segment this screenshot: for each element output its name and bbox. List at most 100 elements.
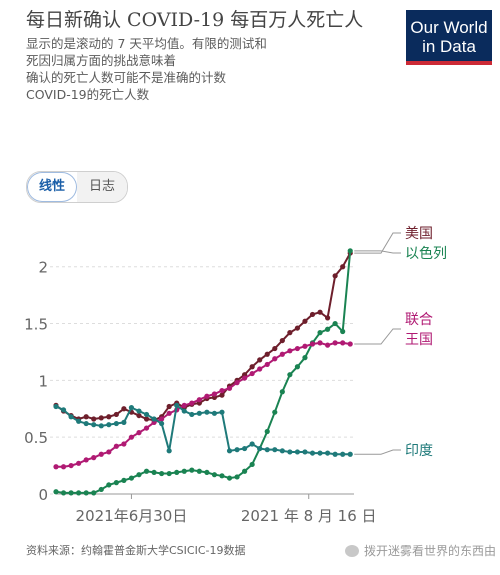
data-point (68, 462, 74, 469)
data-point (219, 473, 225, 479)
tab-log[interactable]: 日志 (77, 172, 128, 202)
data-point (136, 408, 142, 414)
data-point (181, 408, 187, 414)
data-point (68, 414, 74, 420)
data-point (302, 355, 308, 361)
data-point (60, 407, 67, 413)
data-point (174, 469, 180, 476)
data-point (309, 341, 316, 347)
data-point (340, 328, 346, 335)
data-point (332, 451, 338, 457)
data-point (91, 416, 97, 422)
data-point (302, 449, 308, 455)
data-point (143, 416, 150, 422)
data-point (287, 330, 293, 336)
label-connector (354, 328, 401, 345)
data-point (242, 375, 248, 381)
data-point (76, 490, 82, 496)
data-point (204, 469, 210, 476)
data-point (242, 445, 248, 452)
data-point (324, 450, 331, 456)
data-point (189, 467, 195, 473)
data-point (159, 420, 165, 427)
chart-subtitle: 显示的是滚动的 7 天平均值。有限的测试和 死因归属方面的挑战意味着 确认的死亡… (26, 35, 366, 103)
data-point (257, 357, 263, 363)
data-point (324, 326, 331, 332)
data-point (324, 315, 331, 321)
watermark: 拨开迷雾看世界的东西由 (344, 542, 496, 559)
data-point (143, 425, 150, 431)
chart-title: 每日新确认 COVID-19 每百万人死亡人 (26, 9, 364, 31)
data-point (317, 330, 323, 336)
data-point (272, 409, 278, 415)
series-label: 联合王国 (405, 312, 433, 348)
subtitle-line-1: 显示的是滚动的 7 天平均值。有限的测试和 (26, 36, 267, 51)
data-point (287, 348, 293, 354)
data-point (272, 345, 278, 352)
data-point (68, 490, 74, 496)
y-tick-label: 2 (38, 259, 48, 277)
data-point (196, 410, 202, 416)
data-point (60, 464, 67, 470)
data-point (181, 402, 187, 408)
data-point (226, 475, 233, 481)
data-point (151, 469, 157, 476)
data-point (196, 397, 202, 403)
data-point (98, 423, 104, 429)
series-label: 美国 (405, 226, 433, 242)
logo-line-1: Our World (410, 18, 488, 37)
data-point (83, 457, 89, 463)
data-point (347, 341, 353, 347)
data-point (279, 351, 285, 357)
data-point (332, 320, 338, 327)
data-point (60, 490, 67, 496)
data-point (121, 419, 127, 426)
data-point (317, 309, 323, 315)
x-tick-label: 2021年6月30日 (76, 507, 188, 525)
data-point (249, 461, 255, 468)
data-point (128, 434, 135, 440)
data-point (76, 460, 82, 466)
data-point (317, 450, 323, 456)
data-point (151, 416, 157, 422)
data-point (309, 311, 316, 318)
data-point (234, 447, 240, 453)
data-point (317, 340, 323, 346)
y-tick-label: 1 (38, 372, 48, 390)
data-point (136, 430, 142, 436)
data-point (211, 472, 218, 478)
y-tick-label: 1.5 (24, 316, 48, 334)
data-point (53, 489, 59, 495)
data-point (128, 405, 135, 411)
data-point (264, 447, 270, 453)
data-point (294, 325, 301, 331)
data-point (106, 422, 112, 428)
data-point (143, 411, 150, 418)
data-point (302, 318, 308, 324)
tab-linear[interactable]: 线性 (27, 172, 78, 202)
data-point (257, 445, 263, 452)
data-point (287, 372, 293, 378)
data-point (121, 406, 127, 412)
data-point (83, 414, 89, 420)
data-point (226, 448, 233, 454)
data-point (83, 420, 89, 427)
data-point (226, 385, 233, 391)
data-point (340, 340, 346, 346)
data-point (128, 475, 135, 481)
data-point (189, 400, 195, 406)
subtitle-line-4: COVID-19的死亡人数 (26, 87, 150, 102)
data-point (264, 428, 270, 435)
data-point (219, 409, 225, 415)
subtitle-line-2: 死因归属方面的挑战意味着 (26, 53, 177, 68)
data-point (234, 380, 240, 386)
data-point (340, 451, 346, 457)
data-point (332, 273, 338, 279)
data-point (204, 409, 210, 415)
data-point (106, 482, 112, 488)
data-point (106, 449, 112, 455)
data-point (242, 468, 248, 474)
owid-logo[interactable]: Our World in Data (406, 10, 492, 65)
data-point (136, 412, 142, 419)
data-point (249, 370, 255, 377)
